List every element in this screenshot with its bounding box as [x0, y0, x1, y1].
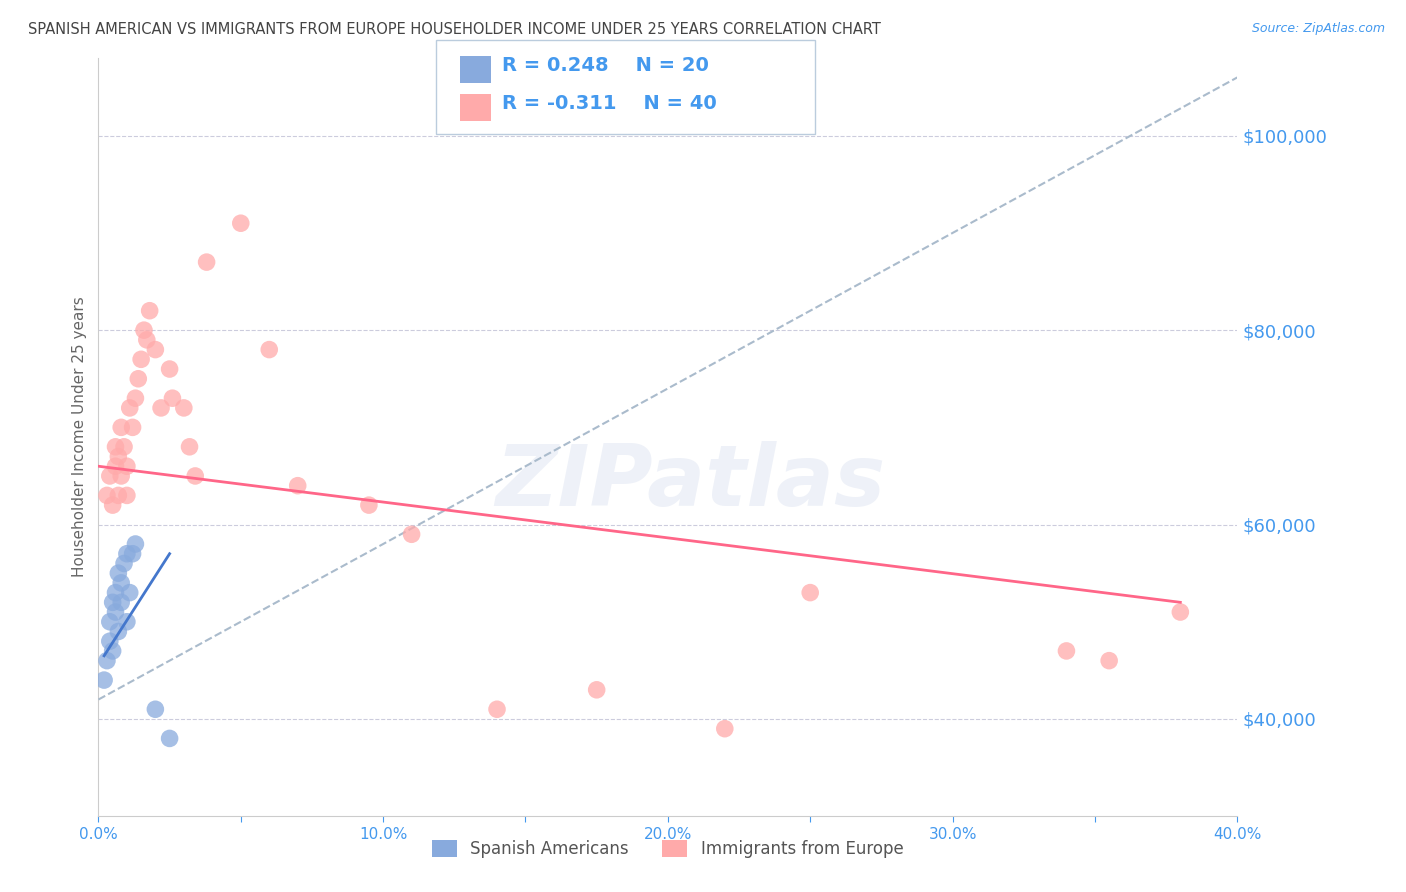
- Point: [1056, 644, 1078, 658]
- Legend: Spanish Americans, Immigrants from Europe: Spanish Americans, Immigrants from Europ…: [426, 833, 910, 864]
- Point: [93, 673, 115, 687]
- Text: R = 0.248    N = 20: R = 0.248 N = 20: [502, 55, 709, 75]
- Point: [101, 644, 124, 658]
- Point: [287, 478, 309, 492]
- Point: [104, 440, 127, 454]
- Point: [110, 469, 132, 483]
- Point: [1098, 654, 1121, 668]
- Point: [121, 547, 143, 561]
- Point: [486, 702, 509, 716]
- Point: [173, 401, 195, 415]
- Point: [714, 722, 737, 736]
- Point: [401, 527, 423, 541]
- Point: [104, 459, 127, 474]
- Point: [159, 731, 181, 746]
- Point: [195, 255, 218, 269]
- Point: [115, 615, 138, 629]
- Point: [96, 654, 118, 668]
- Point: [121, 420, 143, 434]
- Point: [799, 585, 821, 599]
- Point: [184, 469, 207, 483]
- Point: [98, 634, 121, 648]
- Text: Source: ZipAtlas.com: Source: ZipAtlas.com: [1251, 22, 1385, 36]
- Point: [110, 420, 132, 434]
- Point: [259, 343, 281, 357]
- Point: [101, 595, 124, 609]
- Point: [118, 585, 141, 599]
- Point: [162, 391, 184, 405]
- Point: [127, 372, 149, 386]
- Y-axis label: Householder Income Under 25 years: Householder Income Under 25 years: [72, 297, 87, 577]
- Point: [159, 362, 181, 376]
- Point: [132, 323, 155, 337]
- Point: [115, 547, 138, 561]
- Point: [110, 575, 132, 590]
- Point: [179, 440, 201, 454]
- Point: [107, 566, 129, 581]
- Point: [229, 216, 252, 230]
- Point: [107, 450, 129, 464]
- Point: [101, 498, 124, 512]
- Point: [112, 557, 135, 571]
- Point: [138, 303, 160, 318]
- Point: [107, 624, 129, 639]
- Point: [115, 488, 138, 502]
- Point: [124, 537, 146, 551]
- Point: [150, 401, 173, 415]
- Point: [145, 343, 167, 357]
- Point: [104, 605, 127, 619]
- Point: [357, 498, 380, 512]
- Text: R = -0.311    N = 40: R = -0.311 N = 40: [502, 94, 717, 113]
- Point: [129, 352, 152, 367]
- Point: [115, 459, 138, 474]
- Point: [135, 333, 157, 347]
- Point: [104, 585, 127, 599]
- Point: [145, 702, 167, 716]
- Text: ZIPatlas: ZIPatlas: [495, 441, 886, 524]
- Point: [98, 615, 121, 629]
- Point: [124, 391, 146, 405]
- Point: [112, 440, 135, 454]
- Point: [1170, 605, 1192, 619]
- Point: [107, 488, 129, 502]
- Point: [118, 401, 141, 415]
- Text: SPANISH AMERICAN VS IMMIGRANTS FROM EUROPE HOUSEHOLDER INCOME UNDER 25 YEARS COR: SPANISH AMERICAN VS IMMIGRANTS FROM EURO…: [28, 22, 882, 37]
- Point: [110, 595, 132, 609]
- Point: [585, 682, 607, 697]
- Point: [98, 469, 121, 483]
- Point: [96, 488, 118, 502]
